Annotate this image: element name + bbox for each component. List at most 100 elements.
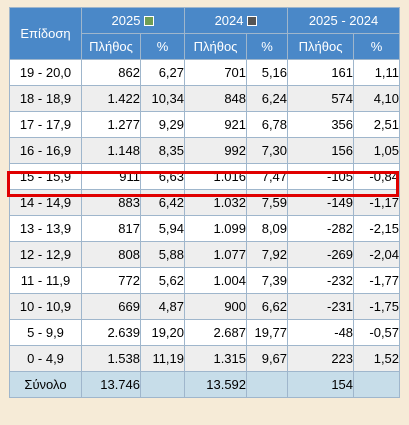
percent-2024-cell: 7,47 xyxy=(246,163,289,190)
total-percent-diff-cell xyxy=(353,371,401,398)
grades-comparison-table: Επίδοση 2025 2024 2025 - 2024 Πλήθος % Π… xyxy=(9,7,401,398)
total-count-2024-cell: 13.592 xyxy=(184,371,248,398)
percent-2025-cell: 19,20 xyxy=(139,319,186,346)
count-diff-cell: 574 xyxy=(287,85,355,112)
total-label-cell: Σύνολο xyxy=(9,371,82,398)
total-count-diff-cell: 154 xyxy=(287,371,355,398)
grade-range-cell: 12 - 12,9 xyxy=(9,241,82,268)
percent-diff-cell: 4,10 xyxy=(353,85,401,112)
count-diff-cell: 156 xyxy=(287,137,355,164)
count-2024-cell: 848 xyxy=(184,85,248,112)
percent-2025-cell: 5,94 xyxy=(139,215,186,242)
percent-2025-cell: 9,29 xyxy=(139,111,186,138)
year-2025-label: 2025 xyxy=(111,13,141,28)
total-percent-2025-cell xyxy=(139,371,186,398)
percent-2024-cell: 8,09 xyxy=(246,215,289,242)
percent-2025-cell: 4,87 xyxy=(139,293,186,320)
percent-2025-cell: 5,62 xyxy=(139,267,186,294)
column-header-grade[interactable]: Επίδοση xyxy=(9,7,82,60)
subheader-count-2025[interactable]: Πλήθος xyxy=(81,33,141,60)
table-row: 10 - 10,9 669 4,87 900 6,62 -231 -1,75 xyxy=(9,293,401,320)
percent-2024-cell: 9,67 xyxy=(246,345,289,372)
count-2025-cell: 2.639 xyxy=(81,319,141,346)
count-diff-cell: -232 xyxy=(287,267,355,294)
count-2024-cell: 2.687 xyxy=(184,319,248,346)
subheader-percent-diff[interactable]: % xyxy=(353,33,401,60)
count-2025-cell: 1.277 xyxy=(81,111,141,138)
total-row: Σύνολο 13.746 13.592 154 xyxy=(9,371,401,398)
total-count-2025-cell: 13.746 xyxy=(81,371,141,398)
percent-diff-cell: 1,05 xyxy=(353,137,401,164)
count-2025-cell: 817 xyxy=(81,215,141,242)
count-diff-cell: 223 xyxy=(287,345,355,372)
count-diff-cell: -269 xyxy=(287,241,355,268)
count-diff-cell: 161 xyxy=(287,59,355,86)
table-row: 12 - 12,9 808 5,88 1.077 7,92 -269 -2,04 xyxy=(9,241,401,268)
percent-diff-cell: -1,75 xyxy=(353,293,401,320)
grade-range-cell: 0 - 4,9 xyxy=(9,345,82,372)
percent-2024-cell: 7,30 xyxy=(246,137,289,164)
count-2024-cell: 1.315 xyxy=(184,345,248,372)
grade-range-cell: 10 - 10,9 xyxy=(9,293,82,320)
count-2024-cell: 1.004 xyxy=(184,267,248,294)
count-2024-cell: 921 xyxy=(184,111,248,138)
percent-diff-cell: 1,11 xyxy=(353,59,401,86)
count-2025-cell: 669 xyxy=(81,293,141,320)
percent-2025-cell: 8,35 xyxy=(139,137,186,164)
percent-2024-cell: 19,77 xyxy=(246,319,289,346)
grade-range-cell: 14 - 14,9 xyxy=(9,189,82,216)
table-row: 13 - 13,9 817 5,94 1.099 8,09 -282 -2,15 xyxy=(9,215,401,242)
percent-2024-cell: 7,39 xyxy=(246,267,289,294)
grade-range-cell: 16 - 16,9 xyxy=(9,137,82,164)
percent-2024-cell: 7,59 xyxy=(246,189,289,216)
count-2025-cell: 808 xyxy=(81,241,141,268)
column-group-2024[interactable]: 2024 xyxy=(184,7,289,34)
subheader-percent-2025[interactable]: % xyxy=(139,33,186,60)
percent-diff-cell: -0,84 xyxy=(353,163,401,190)
percent-diff-cell: 1,52 xyxy=(353,345,401,372)
grade-range-cell: 18 - 18,9 xyxy=(9,85,82,112)
square-icon xyxy=(144,16,155,26)
count-2025-cell: 1.538 xyxy=(81,345,141,372)
percent-diff-cell: -1,17 xyxy=(353,189,401,216)
count-2024-cell: 1.016 xyxy=(184,163,248,190)
column-group-2025[interactable]: 2025 xyxy=(80,7,186,34)
count-2025-cell: 772 xyxy=(81,267,141,294)
percent-2025-cell: 5,88 xyxy=(139,241,186,268)
subheader-percent-2024[interactable]: % xyxy=(246,33,289,60)
count-diff-cell: -105 xyxy=(287,163,355,190)
column-group-diff[interactable]: 2025 - 2024 xyxy=(287,7,401,34)
count-diff-cell: -231 xyxy=(287,293,355,320)
table-row: 14 - 14,9 883 6,42 1.032 7,59 -149 -1,17 xyxy=(9,189,401,216)
table-row: 0 - 4,9 1.538 11,19 1.315 9,67 223 1,52 xyxy=(9,345,401,372)
count-2025-cell: 911 xyxy=(81,163,141,190)
percent-2025-cell: 6,27 xyxy=(139,59,186,86)
count-2024-cell: 900 xyxy=(184,293,248,320)
percent-2024-cell: 6,78 xyxy=(246,111,289,138)
percent-2025-cell: 6,63 xyxy=(139,163,186,190)
total-percent-2024-cell xyxy=(246,371,289,398)
square-icon xyxy=(247,16,258,26)
percent-2024-cell: 5,16 xyxy=(246,59,289,86)
percent-2024-cell: 6,62 xyxy=(246,293,289,320)
grade-range-cell: 13 - 13,9 xyxy=(9,215,82,242)
count-2024-cell: 701 xyxy=(184,59,248,86)
table-row: 5 - 9,9 2.639 19,20 2.687 19,77 -48 -0,5… xyxy=(9,319,401,346)
count-diff-cell: 356 xyxy=(287,111,355,138)
count-2025-cell: 1.422 xyxy=(81,85,141,112)
percent-diff-cell: 2,51 xyxy=(353,111,401,138)
year-2024-label: 2024 xyxy=(214,13,244,28)
grade-range-cell: 19 - 20,0 xyxy=(9,59,82,86)
percent-2024-cell: 7,92 xyxy=(246,241,289,268)
subheader-count-2024[interactable]: Πλήθος xyxy=(184,33,248,60)
percent-diff-cell: -1,77 xyxy=(353,267,401,294)
percent-diff-cell: -2,15 xyxy=(353,215,401,242)
count-diff-cell: -48 xyxy=(287,319,355,346)
subheader-count-diff[interactable]: Πλήθος xyxy=(287,33,355,60)
table-row-highlighted: 15 - 15,9 911 6,63 1.016 7,47 -105 -0,84 xyxy=(9,163,401,190)
percent-2024-cell: 6,24 xyxy=(246,85,289,112)
count-2024-cell: 1.099 xyxy=(184,215,248,242)
grade-range-cell: 11 - 11,9 xyxy=(9,267,82,294)
count-2024-cell: 992 xyxy=(184,137,248,164)
count-2024-cell: 1.077 xyxy=(184,241,248,268)
